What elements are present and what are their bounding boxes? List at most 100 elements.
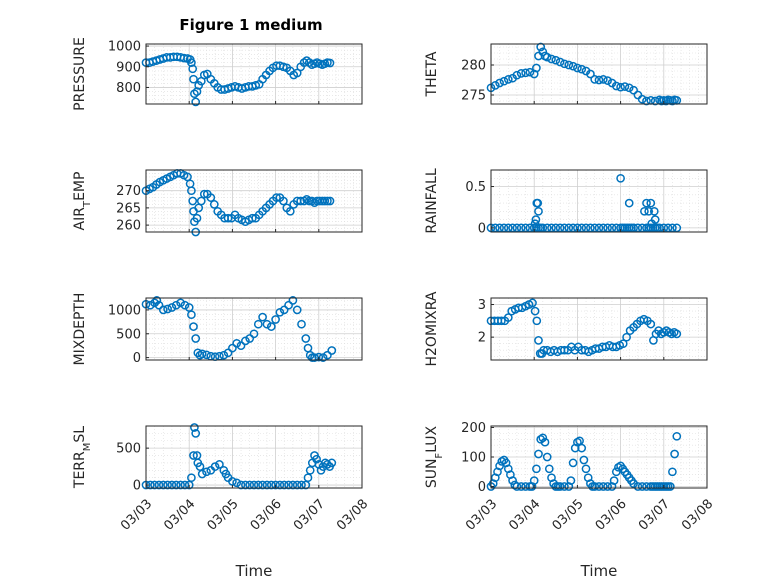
data-point (490, 81, 500, 90)
y-axis-label: THETA (424, 51, 440, 97)
data-point (568, 223, 578, 233)
y-axis-label-main: H2OMIXRA (424, 291, 440, 366)
data-point (495, 78, 504, 88)
axes-box (490, 43, 708, 105)
data-point (192, 213, 202, 223)
y-tick-label: 280 (461, 59, 486, 74)
data-point (560, 345, 569, 355)
data-point (637, 94, 647, 104)
x-axis-label: Time (235, 562, 273, 580)
data-point (622, 332, 631, 342)
data-point (508, 476, 517, 485)
data-point (512, 482, 522, 491)
data-point (670, 449, 679, 459)
data-point (663, 223, 673, 233)
data-point (649, 206, 659, 216)
data-point (191, 334, 201, 343)
axes-background (491, 170, 707, 232)
data-point (180, 300, 190, 310)
data-point (275, 480, 285, 490)
data-point (555, 57, 565, 67)
data-point (258, 312, 267, 322)
y-axis-label-subscript: M (82, 443, 93, 452)
data-point (598, 75, 608, 84)
data-point (310, 353, 319, 362)
data-point (228, 343, 237, 353)
data-point (271, 315, 280, 324)
panel-terrmsl: 0 500 03/03 03/04 03/05 03/06 03/07 03/08 Time TE… (72, 423, 371, 580)
data-point (542, 452, 552, 462)
data-point (516, 482, 526, 491)
data-point (568, 61, 578, 71)
y-axis-label-subscript: T (82, 200, 93, 208)
y-axis-label: MIXDEPTH (72, 293, 88, 366)
y-tick-label: 900 (116, 60, 141, 75)
data-point (611, 81, 621, 91)
data-point (197, 349, 207, 359)
data-point (665, 482, 675, 491)
y-tick-label: 800 (116, 81, 141, 96)
data-point (581, 223, 591, 233)
x-tick-label: 03/06 (593, 497, 630, 534)
data-point (188, 64, 198, 74)
data-point (590, 482, 600, 491)
data-point (538, 47, 548, 57)
panel-pressure: 800 900 1000 PRESSURE (72, 37, 363, 111)
panel-airtemp: 260 265 270 AIRTEMP (72, 169, 363, 237)
data-point (568, 458, 578, 468)
data-point (560, 223, 569, 233)
data-point (564, 60, 574, 70)
axes-box (145, 297, 363, 361)
data-point (253, 319, 263, 329)
y-tick-label: 3 (478, 298, 486, 313)
data-point (598, 482, 608, 491)
data-point (581, 464, 591, 474)
data-point (279, 196, 288, 206)
data-point (176, 298, 185, 308)
data-point (598, 223, 608, 233)
data-point (532, 464, 541, 474)
data-point (272, 193, 281, 202)
data-point (618, 339, 628, 349)
data-point (189, 322, 198, 331)
data-point (616, 82, 625, 92)
data-point (323, 350, 332, 360)
y-axis-label-tail: EMP (72, 172, 88, 201)
data-point (590, 223, 600, 233)
x-axis-label: Time (580, 562, 618, 580)
data-point (284, 300, 293, 310)
data-point (551, 55, 561, 65)
data-point (503, 223, 513, 233)
x-tick-label: 03/08 (679, 497, 716, 534)
data-point (530, 219, 540, 229)
data-point (633, 482, 643, 491)
data-point (180, 480, 190, 490)
data-point (594, 75, 604, 85)
data-point (497, 316, 506, 326)
data-point (163, 304, 172, 314)
data-point (232, 338, 242, 348)
data-point (555, 223, 565, 233)
y-tick-label: 260 (116, 219, 141, 234)
x-tick-label: 03/05 (550, 497, 587, 534)
data-point (209, 200, 219, 209)
data-point (199, 189, 209, 199)
data-point (292, 68, 302, 78)
data-point (629, 223, 638, 233)
data-point (152, 296, 162, 305)
data-point (279, 480, 289, 490)
data-point (292, 305, 302, 315)
data-point (646, 198, 656, 208)
axes-box (145, 425, 363, 489)
data-point (325, 58, 335, 68)
axes-box (490, 297, 708, 361)
data-point (301, 334, 311, 343)
data-point (655, 223, 664, 233)
y-axis-label-main: MIXDEPTH (72, 293, 88, 366)
data-point (262, 480, 272, 490)
data-point (179, 53, 189, 63)
data-point (202, 467, 211, 477)
data-point (521, 482, 530, 491)
data-point (620, 82, 630, 91)
